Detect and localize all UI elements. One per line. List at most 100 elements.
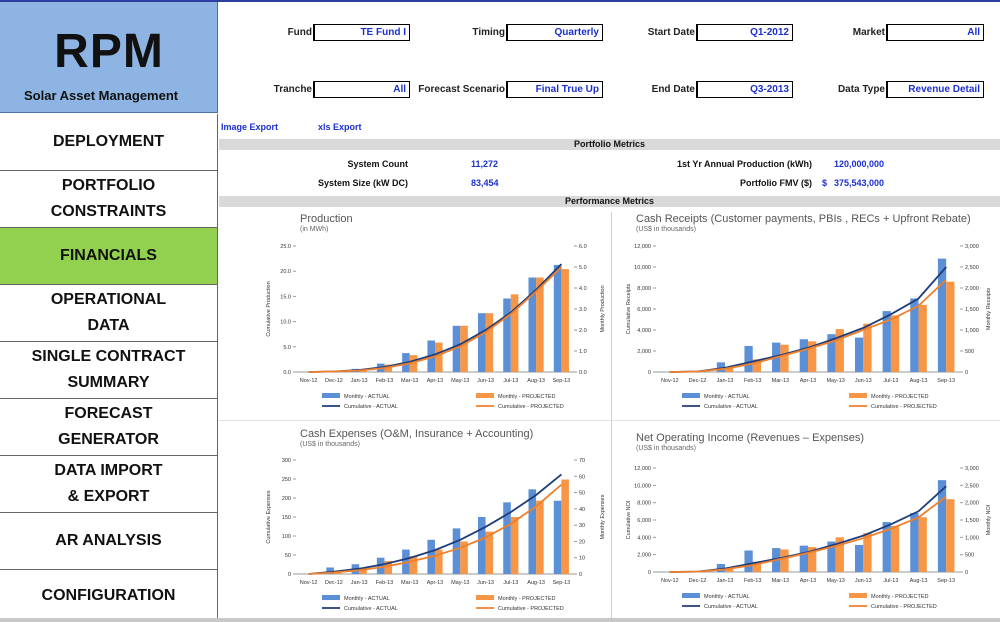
fund-select[interactable]: TE Fund I [313, 24, 410, 41]
x-tick-label: Dec-12 [325, 580, 343, 586]
legend-label: Cumulative - ACTUAL [704, 404, 758, 410]
series-line [308, 473, 562, 575]
data-type-select[interactable]: Revenue Detail [886, 81, 984, 98]
nav-label: CONFIGURATION [41, 586, 176, 604]
x-tick-label: Apr-13 [800, 578, 817, 584]
x-tick-label: Apr-13 [427, 580, 444, 586]
bar [716, 362, 726, 372]
nav-label: OPERATIONAL DATA [50, 291, 167, 334]
x-tick-label: Jan-13 [717, 378, 734, 384]
bar [359, 567, 367, 574]
image-export-link[interactable]: Image Export [221, 122, 279, 132]
legend-label: Cumulative - PROJECTED [871, 404, 937, 410]
legend-swatch [682, 393, 700, 398]
y2-tick-label: 40 [579, 507, 585, 513]
y2-axis-label: Monthly Receipts [986, 288, 992, 330]
legend-label: Monthly - PROJECTED [498, 596, 555, 602]
bar [561, 269, 569, 372]
y-tick-label: 15.0 [280, 294, 291, 300]
start-date-select[interactable]: Q1-2012 [696, 24, 793, 41]
legend-label: Cumulative - ACTUAL [344, 606, 398, 612]
y-tick-label: 100 [282, 534, 291, 540]
x-tick-label: Sep-13 [937, 378, 955, 384]
nav-label: DATA IMPORT & EXPORT [54, 462, 163, 505]
bar [918, 304, 927, 372]
y2-tick-label: 1,500 [965, 518, 979, 524]
y-tick-label: 50 [285, 553, 291, 559]
bar [835, 537, 844, 572]
y-axis-label: Cumulative Expenses [266, 490, 272, 543]
tranche-select[interactable]: All [313, 81, 410, 98]
x-tick-label: Nov-12 [661, 378, 679, 384]
bar [780, 344, 789, 372]
x-tick-label: Jul-13 [883, 378, 898, 384]
end-date-select[interactable]: Q3-2013 [696, 81, 793, 98]
y-axis-label: Cumulative Receipts [626, 284, 632, 335]
bar [725, 568, 734, 572]
y2-axis-label: Monthly Production [600, 285, 606, 332]
bar [910, 298, 919, 372]
y2-tick-label: 3.0 [579, 307, 587, 313]
production-chart: 0.0 5.0 10.0 15.0 20.0 25.0 0.0 1.0 2.0 3.0 4.0 5.0… [266, 244, 606, 410]
x-tick-label: Mar-13 [401, 580, 418, 586]
bar [460, 325, 468, 372]
legend-swatch [849, 393, 867, 398]
nav-item-data-import-export[interactable]: DATA IMPORT & EXPORT [0, 456, 218, 513]
x-tick-label: Aug-13 [527, 580, 545, 586]
system-count-value: 11,272 [471, 159, 499, 169]
xls-export-link[interactable]: xls Export [318, 122, 362, 132]
y-tick-label: 150 [282, 515, 291, 521]
y2-tick-label: 1,000 [965, 328, 979, 334]
x-tick-label: Sep-13 [552, 378, 570, 384]
x-tick-label: Nov-12 [300, 378, 318, 384]
system-count-label: System Count [347, 159, 408, 169]
nav-item-financials[interactable]: FINANCIALS [0, 228, 218, 285]
system-size-value: 83,454 [471, 178, 499, 188]
bar [808, 547, 817, 572]
market-select[interactable]: All [886, 24, 984, 41]
timing-select[interactable]: Quarterly [506, 24, 603, 41]
nav-item-forecast-generator[interactable]: FORECAST GENERATOR [0, 399, 218, 456]
top-accent-line [0, 0, 1000, 2]
noi-chart: 0 2,000 4,000 6,000 8,000 10,000 12,000 0 500 1,0… [626, 466, 992, 610]
x-tick-label: Jul-13 [503, 378, 518, 384]
bar [553, 264, 562, 372]
x-tick-label: Jun-13 [855, 578, 872, 584]
x-tick-label: Jun-13 [855, 378, 872, 384]
end-date-label: End Date [651, 84, 695, 95]
forecast-scenario-select[interactable]: Final True Up [506, 81, 603, 98]
nav-item-configuration[interactable]: CONFIGURATION [0, 570, 218, 622]
x-tick-label: Mar-13 [401, 378, 418, 384]
nav-item-operational-data[interactable]: OPERATIONAL DATA [0, 285, 218, 342]
x-tick-label: Apr-13 [800, 378, 817, 384]
y-tick-label: 0 [288, 572, 291, 578]
bar [384, 364, 393, 372]
nav-label: FORECAST GENERATOR [58, 405, 159, 448]
legend-swatch [322, 393, 340, 398]
x-tick-label: Feb-13 [744, 578, 761, 584]
system-size-label: System Size (kW DC) [317, 178, 408, 188]
nav-item-deployment[interactable]: DEPLOYMENT [0, 114, 218, 171]
bar [946, 281, 955, 372]
legend-label: Cumulative - PROJECTED [871, 604, 937, 610]
tranche-label: Tranche [273, 84, 312, 95]
bar [780, 549, 789, 572]
x-tick-label: Jun-13 [477, 580, 494, 586]
performance-metrics-header: Performance Metrics [219, 196, 1000, 207]
bar [477, 313, 486, 372]
y-tick-label: 12,000 [634, 244, 651, 250]
y-tick-label: 25.0 [280, 244, 291, 250]
bar [725, 367, 734, 372]
chart-subtitle: (US$ in thousands) [636, 445, 696, 452]
y2-tick-label: 2,000 [965, 501, 979, 507]
x-tick-label: May-13 [451, 378, 469, 384]
cash-expenses-chart: 0 50 100 150 200 250 300 0 10 20 30 40 50 60 70 Cumulat… [266, 458, 606, 612]
legend-label: Monthly - PROJECTED [498, 394, 555, 400]
nav-item-single-contract-summary[interactable]: SINGLE CONTRACT SUMMARY [0, 342, 218, 399]
nav-item-ar-analysis[interactable]: AR ANALYSIS [0, 513, 218, 570]
bar [384, 560, 393, 574]
bar [528, 489, 537, 574]
x-tick-label: Aug-13 [910, 578, 928, 584]
y-tick-label: 20.0 [280, 269, 291, 275]
nav-item-portfolio-constraints[interactable]: PORTFOLIO CONSTRAINTS [0, 171, 218, 228]
